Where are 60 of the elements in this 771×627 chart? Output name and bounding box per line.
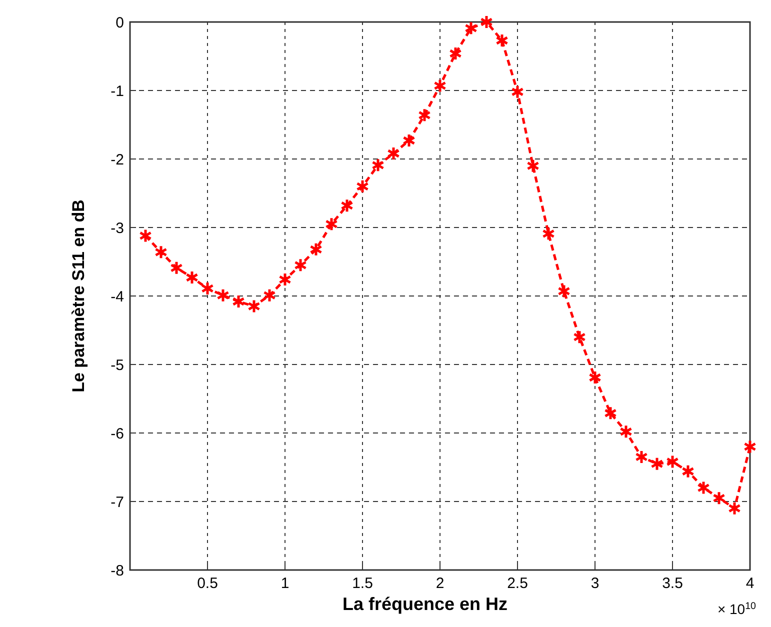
point bbox=[356, 179, 369, 194]
y-tick-label: -3 bbox=[110, 220, 124, 237]
point bbox=[464, 20, 478, 36]
x-tick-label: 2.5 bbox=[507, 575, 528, 592]
point bbox=[201, 281, 214, 296]
point bbox=[278, 272, 292, 287]
point bbox=[635, 450, 648, 464]
point bbox=[310, 242, 322, 257]
point bbox=[294, 258, 307, 272]
point bbox=[588, 370, 602, 385]
y-tick-label: -6 bbox=[110, 425, 124, 442]
point bbox=[511, 84, 524, 100]
x-tick-label: 4 bbox=[746, 575, 754, 592]
point bbox=[573, 330, 586, 344]
y-tick-label: -2 bbox=[110, 151, 124, 168]
x-tick-label: 0.5 bbox=[197, 575, 218, 592]
point bbox=[666, 454, 679, 470]
y-axis-title: Le paramètre S11 en dB bbox=[69, 200, 88, 392]
point bbox=[620, 424, 632, 439]
y-tick-label: -5 bbox=[110, 356, 124, 374]
point bbox=[650, 456, 664, 472]
text: × 10$^{10}$ bbox=[717, 600, 757, 617]
point bbox=[418, 108, 431, 122]
point bbox=[526, 158, 540, 174]
point bbox=[558, 284, 570, 298]
point bbox=[542, 226, 555, 241]
point bbox=[496, 33, 508, 48]
x-tick-label: 1.5 bbox=[352, 575, 373, 592]
point bbox=[154, 244, 168, 260]
point bbox=[232, 294, 245, 309]
y-tick-label: -7 bbox=[110, 494, 124, 511]
point bbox=[387, 146, 400, 161]
point bbox=[402, 133, 416, 148]
point bbox=[744, 439, 756, 454]
point bbox=[604, 406, 617, 420]
x-axis-title: La fréquence en Hz bbox=[342, 594, 508, 614]
point bbox=[728, 501, 741, 516]
x-tick-label: 3 bbox=[590, 575, 600, 592]
point bbox=[186, 270, 198, 285]
point bbox=[480, 14, 493, 30]
y-tick-label: -8 bbox=[110, 562, 124, 580]
point bbox=[216, 288, 230, 303]
y-tick-label: 0 bbox=[116, 14, 124, 32]
point bbox=[372, 158, 384, 172]
x-tick-label: 3.5 bbox=[662, 575, 683, 592]
point bbox=[263, 288, 276, 303]
point bbox=[712, 490, 726, 506]
point bbox=[248, 299, 260, 314]
point bbox=[170, 260, 183, 276]
point bbox=[434, 78, 446, 93]
y-tick-label: -4 bbox=[110, 288, 124, 306]
point bbox=[139, 228, 152, 243]
point bbox=[682, 464, 694, 479]
x-tick-label: 1 bbox=[280, 575, 290, 592]
point bbox=[697, 480, 710, 496]
x-tick-label: 2 bbox=[436, 575, 444, 592]
y-tick-label: -1 bbox=[110, 82, 124, 100]
point bbox=[325, 216, 338, 232]
point bbox=[340, 198, 354, 213]
point bbox=[449, 46, 462, 61]
